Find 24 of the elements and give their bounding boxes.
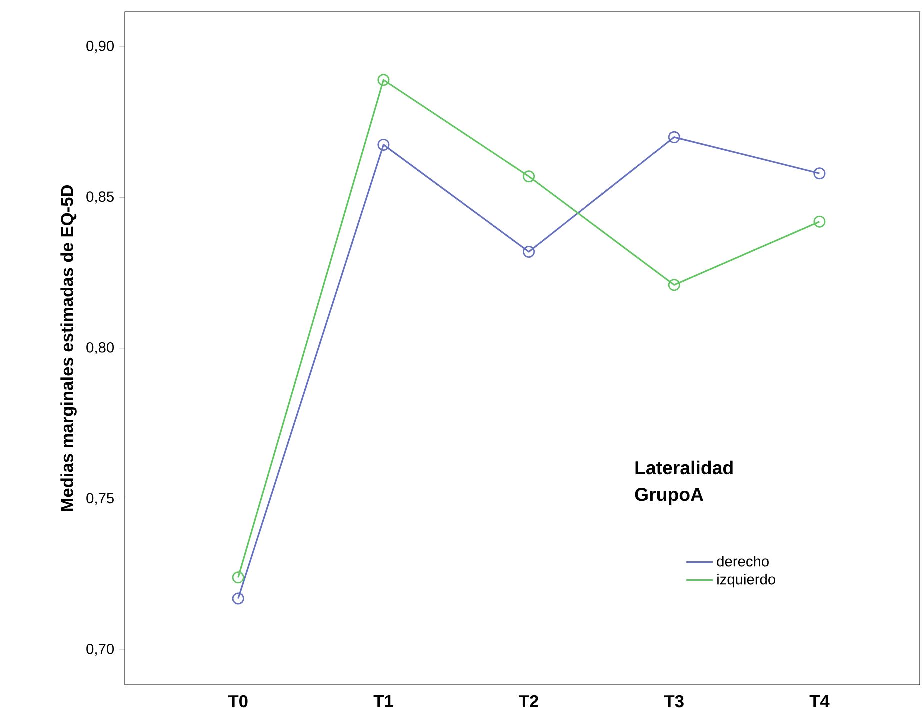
point — [232, 592, 244, 605]
y-tick-label: 0,80 — [86, 342, 114, 355]
y-tick-label: 0,70 — [86, 644, 114, 656]
point — [232, 572, 244, 584]
point — [814, 168, 826, 180]
x-tick-label: T0 — [228, 695, 248, 708]
y-tick-label: 0,85 — [86, 192, 114, 204]
legend-label: izquierdo — [718, 574, 776, 588]
point — [814, 216, 826, 228]
point — [523, 246, 536, 258]
legend-title: Lateralidad GrupoA — [635, 460, 733, 505]
y-tick-label: 0,90 — [86, 40, 114, 54]
point — [668, 279, 680, 292]
point — [668, 131, 680, 144]
point — [378, 74, 390, 86]
x-tick-label: T3 — [664, 695, 684, 708]
point — [523, 170, 536, 183]
point — [378, 138, 390, 151]
x-tick-label: T1 — [374, 695, 394, 708]
legend-label: derecho — [717, 556, 769, 567]
x-tick-label: T2 — [519, 695, 538, 708]
y-axis-title: Medias marginales estimadas de EQ-5D — [60, 185, 77, 512]
x-tick-label: T4 — [810, 695, 830, 708]
y-tick-label: 0,75 — [86, 493, 114, 506]
